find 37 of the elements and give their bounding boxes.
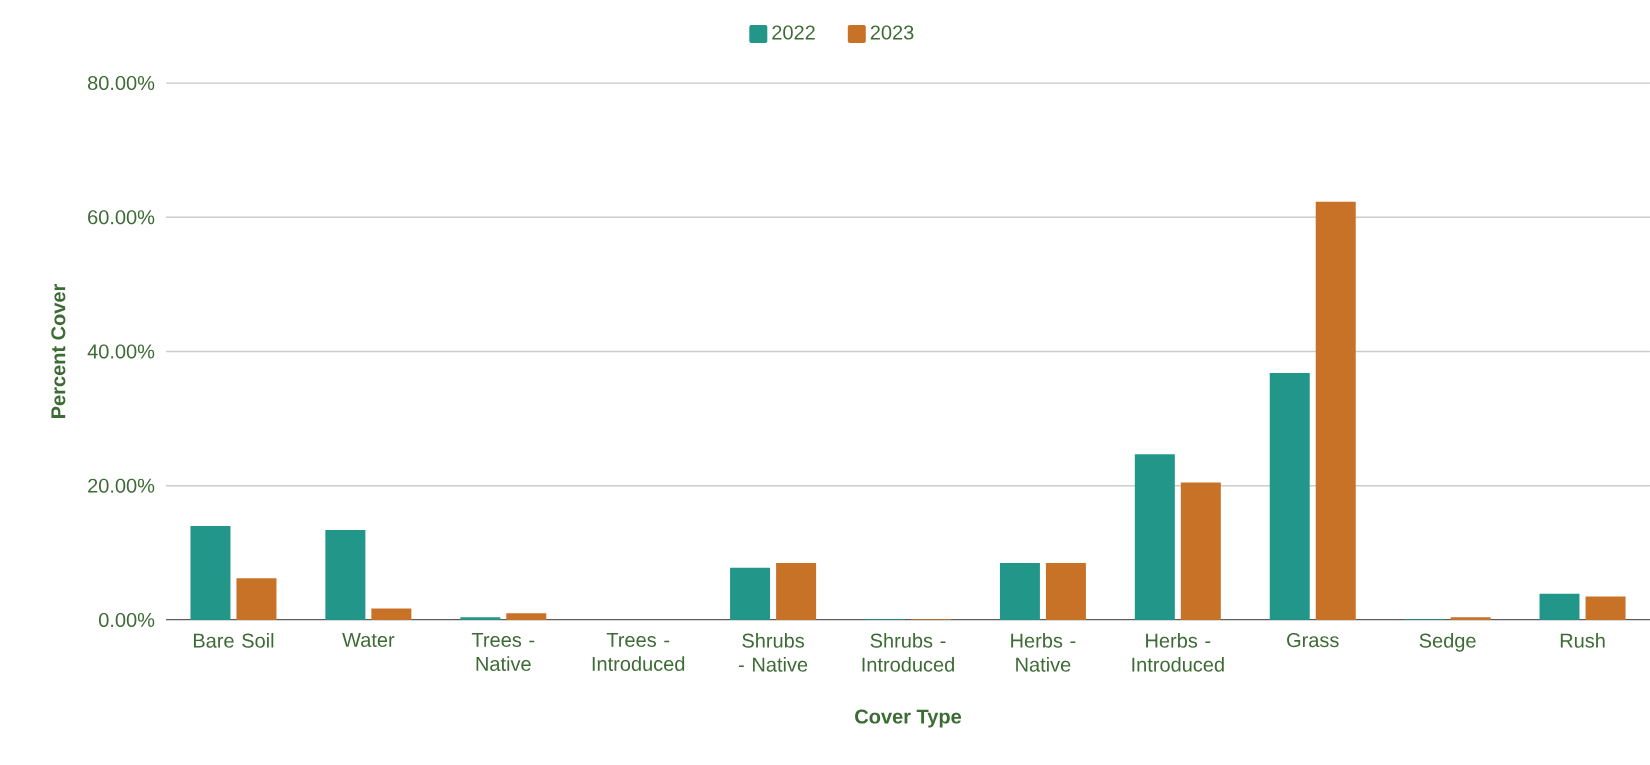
bar <box>506 613 547 620</box>
x-tick-label: Herbs - Native <box>1011 633 1076 672</box>
bar <box>325 530 366 620</box>
bar <box>1134 454 1175 620</box>
legend-label: 2022 <box>772 25 815 40</box>
x-tick-label: Trees - Introduced <box>592 633 685 671</box>
y-axis-title: Percent Cover <box>51 284 66 418</box>
x-axis-title: Cover Type <box>855 709 962 728</box>
bar <box>999 562 1040 620</box>
x-tick-label: Shrubs - Native <box>738 633 808 672</box>
bar <box>730 567 771 620</box>
legend-label: 2023 <box>870 25 914 40</box>
x-tick-label: Shrubs - Introduced <box>862 633 954 672</box>
bar <box>236 578 277 620</box>
bar <box>776 562 817 620</box>
x-tick-label: Herbs - Introduced <box>1132 633 1224 672</box>
x-tick-label: Grass <box>1287 633 1339 648</box>
y-tick-label: 40.00% <box>87 344 155 359</box>
x-tick-label: Bare Soil <box>193 633 274 648</box>
bar <box>1450 617 1491 620</box>
y-tick-label: 80.00% <box>87 75 155 91</box>
x-tick-label: Water <box>342 633 395 647</box>
bar <box>1539 593 1580 620</box>
bar <box>1269 372 1310 620</box>
x-tick-label: Rush <box>1560 633 1605 648</box>
bar <box>1315 201 1356 620</box>
bar <box>371 608 412 620</box>
y-tick-label: 60.00% <box>88 210 155 225</box>
y-tick-label: 20.00% <box>88 478 155 493</box>
bar <box>1180 482 1221 620</box>
bar <box>1045 562 1086 620</box>
bar <box>1585 596 1626 620</box>
x-tick-label: Trees - Native <box>471 633 535 671</box>
bar <box>460 617 501 620</box>
bar <box>190 526 231 620</box>
x-tick-label: Sedge <box>1419 633 1476 652</box>
y-tick-label: 0.00% <box>99 612 155 628</box>
